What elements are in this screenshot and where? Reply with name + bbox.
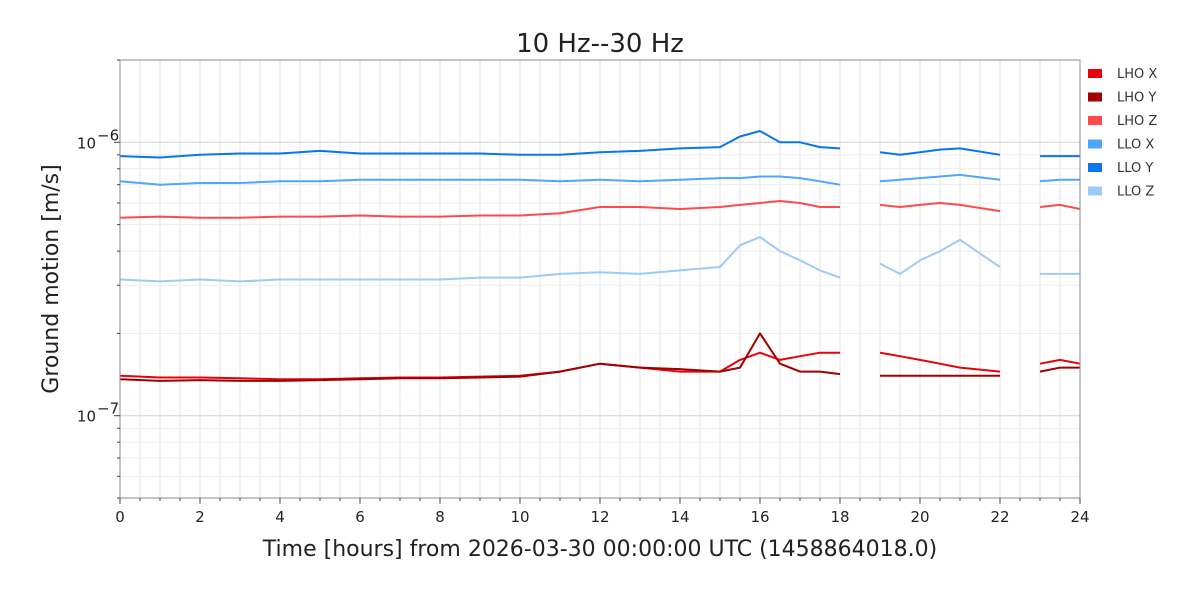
legend-label: LHO Y	[1117, 91, 1156, 106]
x-tick-label: 10	[510, 508, 529, 526]
series-line-5	[119, 236, 1080, 283]
legend-swatch	[1088, 186, 1102, 196]
legend-swatch	[1088, 139, 1102, 149]
y-tick-label: 10	[77, 134, 96, 152]
series-line-2	[119, 200, 1081, 219]
x-tick-label: 20	[910, 508, 929, 526]
y-axis-label: Ground motion [m/s]	[39, 164, 64, 393]
legend-label: LLO Y	[1117, 161, 1153, 176]
legend-label: LHO Z	[1117, 114, 1157, 129]
x-tick-label: 0	[115, 508, 125, 526]
x-tick-label: 6	[355, 508, 365, 526]
legend-label: LLO Z	[1117, 185, 1154, 200]
y-tick-label: 10	[77, 408, 96, 426]
x-tick-label: 12	[590, 508, 609, 526]
series-line-1	[119, 332, 1080, 382]
legend-label: LHO X	[1117, 67, 1157, 82]
legend-swatch	[1088, 163, 1102, 172]
x-tick-label: 24	[1070, 508, 1089, 526]
legend: LHO X LHO Y LHO Z LLO X LLO Y LLO Z	[1088, 67, 1157, 200]
x-tick-label: 16	[750, 508, 769, 526]
x-tick-label: 8	[435, 508, 445, 526]
x-tick-label: 22	[990, 508, 1009, 526]
series-line-4	[119, 130, 1080, 159]
y-tick-exponent: −6	[97, 126, 119, 144]
legend-swatch	[1088, 116, 1102, 125]
legend-swatch	[1088, 92, 1102, 102]
chart-title: 10 Hz--30 Hz	[516, 29, 684, 59]
x-axis-label: Time [hours] from 2026-03-30 00:00:00 UT…	[262, 537, 937, 562]
series-lines	[119, 130, 1081, 382]
series-line-3	[119, 173, 1080, 186]
x-tick-label: 14	[670, 508, 689, 526]
y-tick-exponent: −7	[97, 400, 119, 418]
x-tick-label: 4	[275, 508, 285, 526]
legend-swatch	[1088, 69, 1102, 78]
legend-label: LLO X	[1117, 138, 1154, 153]
x-tick-label: 2	[195, 508, 205, 526]
x-tick-label: 18	[830, 508, 849, 526]
